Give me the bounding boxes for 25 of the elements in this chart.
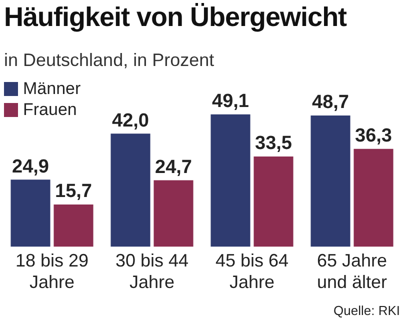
legend-label: Männer xyxy=(23,78,81,99)
data-label: 42,0 xyxy=(112,110,149,132)
bar xyxy=(210,114,250,247)
bar xyxy=(10,180,50,247)
data-label: 49,1 xyxy=(212,91,250,112)
data-label: 48,7 xyxy=(312,92,349,114)
data-label: 33,5 xyxy=(255,133,292,154)
x-tick-label: 65 Jahre und älter xyxy=(316,250,388,292)
data-label: 36,3 xyxy=(355,126,392,147)
bar xyxy=(154,180,194,247)
x-tick-label: 18 bis 29 Jahre xyxy=(15,250,89,292)
x-tick-label: 45 bis 64 Jahre xyxy=(215,250,289,292)
x-tick-label: 30 bis 44 Jahre xyxy=(115,250,189,292)
chart-subtitle: in Deutschland, in Prozent xyxy=(4,50,214,71)
chart-title: Häufigkeit von Übergewicht xyxy=(4,2,347,33)
bar xyxy=(354,148,394,247)
data-label: 24,9 xyxy=(12,156,49,178)
bar xyxy=(254,156,294,247)
legend-label: Frauen xyxy=(23,99,77,120)
bar xyxy=(110,134,150,247)
bar xyxy=(310,116,350,247)
data-label: 24,7 xyxy=(155,156,192,178)
data-label: 15,7 xyxy=(55,181,92,202)
source-note: Quelle: RKI xyxy=(334,303,400,318)
bar xyxy=(54,204,94,247)
